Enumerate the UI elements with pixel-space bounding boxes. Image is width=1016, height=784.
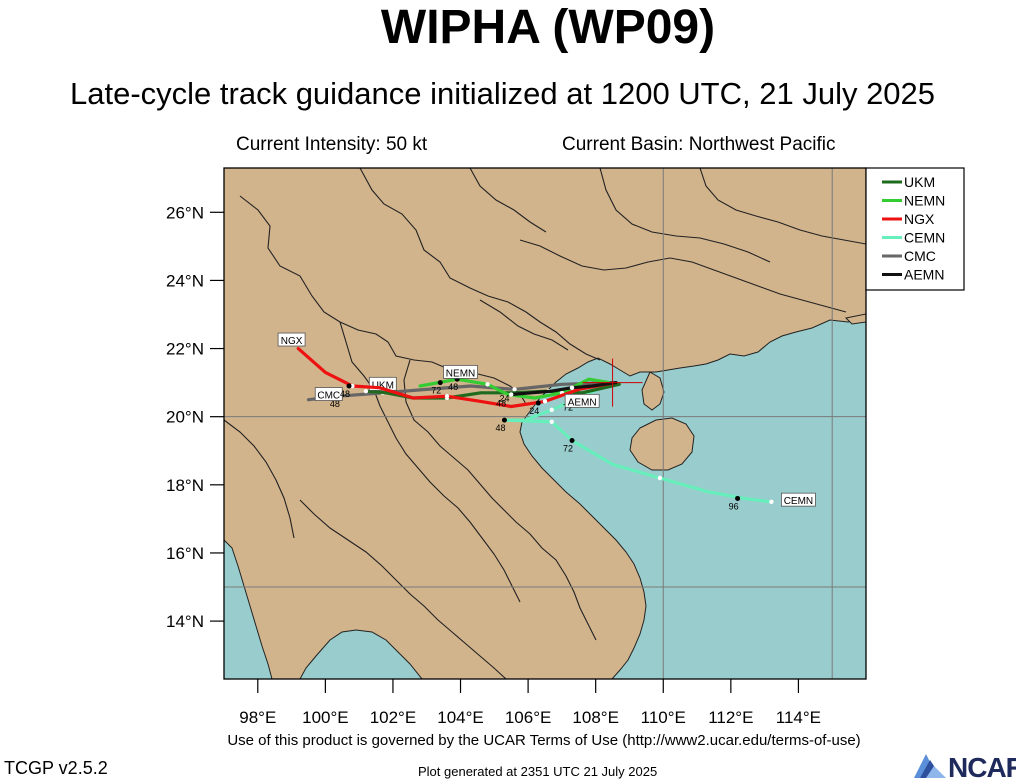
- hour-label: 24: [499, 393, 509, 403]
- track-tag-label: UKM: [372, 380, 394, 391]
- track-point: [657, 475, 663, 481]
- legend: UKM NEMN NGX CEMN CMC AEMN: [865, 167, 965, 291]
- lon-tick-label: 112°E: [708, 708, 753, 727]
- track-cmc: [306, 381, 615, 402]
- hour-label: 48: [330, 399, 340, 409]
- track-tag-label: CMC: [317, 391, 340, 402]
- andaman-sea: [224, 539, 273, 679]
- hour-label: 24: [529, 406, 539, 416]
- ncar-logo-text: NCAR: [948, 752, 1016, 783]
- guidance-subtitle: Late-cycle track guidance initialized at…: [70, 76, 936, 111]
- track-point: [769, 499, 774, 505]
- hour-label: 72: [563, 444, 573, 454]
- track-tag-label: NGX: [281, 336, 303, 347]
- track-tag-box: [781, 492, 816, 507]
- lon-tick-label: 114°E: [776, 708, 821, 727]
- hour-label: 48: [340, 389, 350, 399]
- lat-tick-label: 16°N: [166, 544, 204, 563]
- track-tag-label: NEMN: [446, 368, 475, 379]
- legend-label-nemn: NEMN: [904, 193, 945, 209]
- legend-label-aemn: AEMN: [904, 267, 944, 283]
- lat-axis: 14°N 16°N 18°N 20°N 22°N 24°N 26°N: [166, 203, 224, 631]
- gulf-of-thailand: [299, 629, 423, 679]
- track-point: [509, 392, 514, 397]
- track-nemn: [418, 377, 611, 400]
- hour-label: 72: [431, 386, 441, 396]
- hour-label: 48: [495, 423, 505, 433]
- track-point: [549, 419, 554, 424]
- lat-tick-label: 20°N: [166, 408, 204, 427]
- track-aemn: [509, 381, 618, 397]
- ncar-logo-icon: [914, 754, 946, 778]
- track-tag-box: [443, 364, 478, 379]
- lat-tick-label: 22°N: [166, 340, 204, 359]
- track-point: [350, 383, 355, 389]
- track-tag-box: [277, 332, 306, 347]
- country-borders: [224, 168, 866, 679]
- legend-label-ukm: UKM: [904, 174, 935, 190]
- track-tag-label: AEMN: [568, 397, 597, 408]
- lon-tick-label: 98°E: [239, 708, 276, 727]
- lat-tick-label: 14°N: [166, 612, 204, 631]
- current-basin: Current Basin: Northwest Pacific: [562, 134, 836, 155]
- lon-tick-label: 102°E: [370, 708, 417, 727]
- track-point: [512, 387, 517, 392]
- version-label: TCGP v2.5.2: [4, 758, 108, 778]
- terms-of-use: Use of this product is governed by the U…: [227, 732, 861, 749]
- grid-lines: [224, 168, 866, 679]
- legend-label-cmc: CMC: [904, 248, 936, 264]
- coast-detail: [844, 313, 866, 325]
- track-tag-label: CEMN: [784, 496, 813, 507]
- hour-dot: [437, 380, 443, 386]
- hour-dot: [346, 383, 352, 389]
- map-frame: [223, 167, 867, 680]
- current-position-marker: [582, 358, 643, 407]
- leizhou-peninsula: [641, 371, 665, 411]
- lon-axis: 98°E 100°E 102°E 104°E 106°E 108°E 110°E 112°E 1…: [239, 679, 821, 727]
- lat-tick-label: 24°N: [166, 271, 204, 290]
- lon-tick-label: 110°E: [641, 708, 686, 727]
- track-tag-box: [314, 387, 343, 401]
- storm-title: WIPHA (WP09): [380, 1, 716, 54]
- track-point: [569, 385, 575, 390]
- track-tag-box: [564, 393, 600, 408]
- current-intensity: Current Intensity: 50 kt: [236, 134, 428, 155]
- legend-label-ngx: NGX: [904, 211, 935, 227]
- lat-tick-label: 18°N: [166, 476, 204, 495]
- track-cemn: [502, 381, 773, 504]
- track-point: [542, 399, 548, 404]
- hour-label: 48: [496, 398, 506, 408]
- lon-tick-label: 108°E: [572, 708, 619, 727]
- track-point: [363, 388, 369, 394]
- forecast-tracks: 487296CEMN48CMCUKM4872NEMN2448NGX72AEMN2…: [277, 332, 816, 511]
- generated-timestamp: Plot generated at 2351 UTC 21 July 2025: [418, 764, 658, 779]
- hour-dot: [569, 438, 575, 444]
- hour-dot: [735, 495, 741, 501]
- hour-dot: [501, 417, 507, 423]
- lon-tick-label: 106°E: [505, 708, 552, 727]
- track-point: [485, 382, 490, 387]
- track-point: [444, 394, 450, 399]
- hour-dot: [535, 400, 541, 406]
- legend-label-cemn: CEMN: [904, 230, 945, 246]
- hour-label: 48: [448, 382, 458, 392]
- lon-tick-label: 100°E: [302, 708, 349, 727]
- legend-box: [865, 167, 965, 291]
- track-point: [549, 407, 554, 413]
- hainan-island: [629, 417, 695, 471]
- lon-tick-label: 104°E: [437, 708, 484, 727]
- lat-tick-label: 26°N: [166, 203, 204, 222]
- hour-label: 96: [729, 501, 739, 511]
